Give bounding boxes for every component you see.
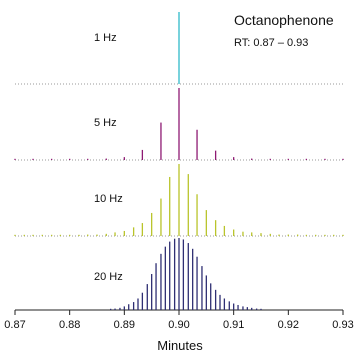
- panel-label: 5 Hz: [94, 117, 117, 129]
- x-tick-label: 0.93: [332, 319, 353, 331]
- x-axis-title: Minutes: [157, 338, 203, 353]
- panel-label: 20 Hz: [94, 271, 123, 283]
- x-tick-label: 0.92: [278, 319, 299, 331]
- panel-label: 1 Hz: [94, 32, 117, 44]
- x-tick-label: 0.88: [59, 319, 80, 331]
- x-axis: 0.87 0.88 0.89 0.90 0.91 0.92 0.93: [4, 310, 354, 331]
- panel-label: 10 Hz: [94, 193, 123, 205]
- chart-title: Octanophenone: [234, 12, 334, 28]
- x-tick-label: 0.87: [4, 319, 25, 331]
- x-tick-label: 0.89: [114, 319, 135, 331]
- panel-10-hz: 10 Hz: [14, 164, 344, 237]
- x-tick-label: 0.91: [223, 319, 244, 331]
- x-tick-label: 0.90: [168, 319, 189, 331]
- chromatogram-panels: 1 Hz 5 Hz 10 Hz 20 Hz: [14, 12, 344, 311]
- panel-1-hz: 1 Hz: [15, 12, 343, 85]
- chart-subtitle: RT: 0.87 – 0.93: [234, 37, 308, 49]
- panel-20-hz: 20 Hz: [15, 238, 343, 311]
- panel-5-hz: 5 Hz: [14, 88, 344, 161]
